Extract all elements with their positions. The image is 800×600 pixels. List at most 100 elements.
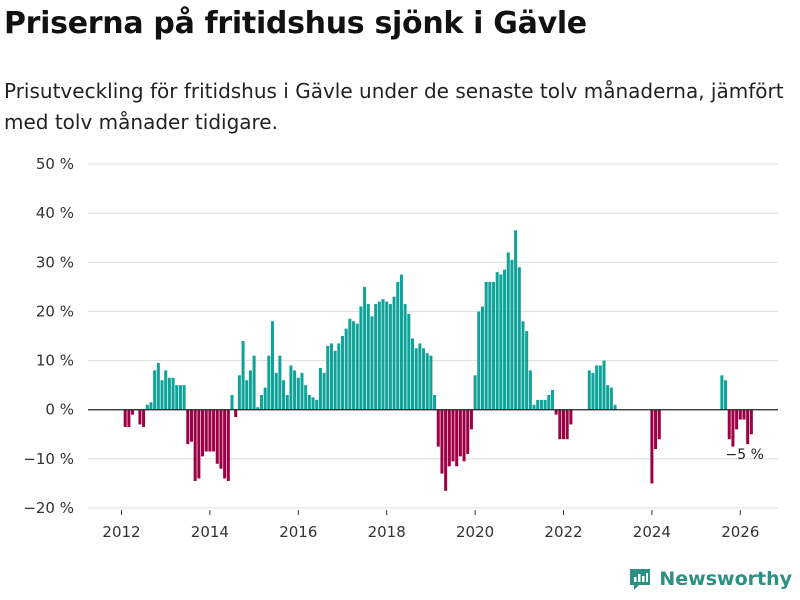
bar <box>131 409 135 415</box>
bar <box>650 409 654 484</box>
bar <box>374 304 378 410</box>
bar <box>326 345 330 410</box>
bar <box>543 399 547 410</box>
y-tick-label: 40 % <box>36 204 74 222</box>
bar <box>746 409 750 445</box>
bar <box>477 311 481 410</box>
bar <box>197 409 201 479</box>
bar <box>466 409 470 454</box>
bar <box>469 409 473 430</box>
bar <box>160 380 164 410</box>
bar <box>595 365 599 410</box>
bar <box>245 380 249 410</box>
newsworthy-logo: Newsworthy <box>627 566 792 592</box>
bar <box>171 377 175 410</box>
y-tick-label: 50 % <box>36 155 74 173</box>
bar <box>237 375 241 410</box>
bar <box>285 394 289 410</box>
bar <box>329 343 333 410</box>
x-tick-label: 2024 <box>633 523 671 541</box>
bar <box>525 331 529 410</box>
newsworthy-logo-text: Newsworthy <box>659 568 792 590</box>
bar <box>724 380 728 410</box>
bar <box>532 404 536 410</box>
bar <box>444 409 448 491</box>
bar <box>554 409 558 415</box>
bar <box>127 409 131 427</box>
bar <box>340 336 345 410</box>
bar <box>433 394 437 410</box>
bar <box>602 360 606 410</box>
bar <box>307 394 311 410</box>
bar <box>230 394 234 410</box>
bar <box>138 409 142 425</box>
bar <box>267 355 271 410</box>
x-tick-label: 2020 <box>456 523 494 541</box>
bar <box>731 409 735 447</box>
bar <box>422 348 426 410</box>
bar <box>550 390 554 410</box>
bar <box>352 321 356 410</box>
data-label: −5 % <box>726 447 764 463</box>
bar <box>259 394 263 410</box>
bar <box>248 370 252 410</box>
bar <box>142 409 146 427</box>
bar <box>189 409 193 442</box>
bar <box>657 409 661 440</box>
bar <box>156 363 160 410</box>
bar <box>186 409 190 445</box>
bar <box>293 370 297 410</box>
chart-subtitle: Prisutveckling för fritidshus i Gävle un… <box>4 79 784 134</box>
bar <box>403 304 407 410</box>
bar <box>175 385 179 410</box>
bar <box>429 355 433 410</box>
bar <box>392 296 396 410</box>
bar <box>727 409 731 440</box>
bar <box>495 272 499 410</box>
bar <box>226 409 230 481</box>
bar <box>123 409 127 427</box>
bar <box>561 409 566 440</box>
bar <box>153 370 157 410</box>
bar <box>208 409 212 452</box>
bar <box>344 328 348 410</box>
bar <box>219 409 223 469</box>
bar <box>304 385 308 410</box>
bar <box>337 343 341 410</box>
bar <box>558 409 562 440</box>
bar <box>484 281 488 410</box>
x-tick-label: 2012 <box>102 523 140 541</box>
bar <box>263 387 267 410</box>
bar <box>204 409 208 452</box>
bar <box>547 394 551 410</box>
bar <box>241 340 245 410</box>
bar <box>178 385 182 410</box>
bar <box>278 355 282 410</box>
bar <box>396 281 400 410</box>
bar <box>565 409 569 440</box>
bar <box>271 321 275 410</box>
bar <box>318 367 322 410</box>
bar <box>315 399 319 410</box>
y-tick-label: 20 % <box>36 302 74 320</box>
bar <box>385 301 389 410</box>
bar <box>738 409 742 420</box>
bar <box>355 323 359 410</box>
bar <box>289 365 293 410</box>
y-tick-label: 0 % <box>45 401 74 419</box>
bar <box>252 355 256 410</box>
bar <box>256 407 260 410</box>
bar <box>503 269 507 410</box>
bar <box>167 377 171 410</box>
bar <box>377 301 381 410</box>
bar <box>720 375 724 410</box>
bar <box>735 409 739 430</box>
bar <box>414 348 418 410</box>
bar <box>536 399 540 410</box>
bar <box>606 385 610 410</box>
bar <box>458 409 462 457</box>
bar <box>749 409 753 435</box>
bar <box>492 281 496 410</box>
bar <box>499 274 503 410</box>
x-tick-label: 2016 <box>279 523 317 541</box>
